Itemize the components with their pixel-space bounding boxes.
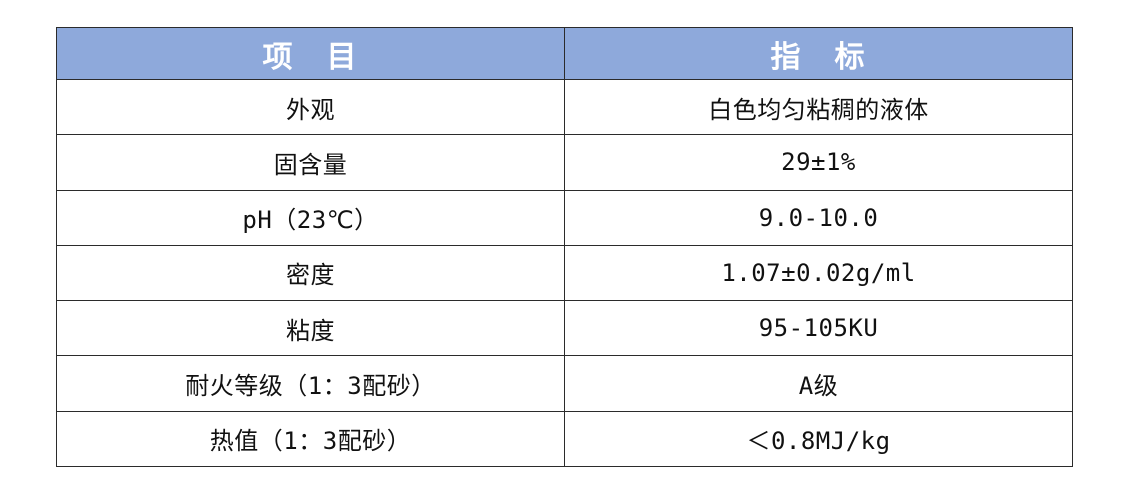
item-cell: 密度 (56, 244, 565, 302)
header-cell-item: 项 目 (56, 27, 565, 80)
table-row: 密度 1.07±0.02g/ml (56, 244, 1073, 302)
value-cell: 95-105KU (564, 300, 1073, 357)
value-cell: 白色均匀粘稠的液体 (564, 78, 1073, 136)
header-cell-indicator: 指 标 (564, 27, 1073, 80)
table-row: 热值（1：3配砂） ＜0.8MJ/kg (56, 410, 1073, 468)
table-row: 外观 白色均匀粘稠的液体 (56, 78, 1073, 136)
table-row: 固含量 29±1% (56, 134, 1073, 191)
table-row: pH（23℃） 9.0-10.0 (56, 189, 1073, 246)
item-cell: pH（23℃） (56, 189, 565, 246)
table-row: 耐火等级（1：3配砂） A级 (56, 355, 1073, 412)
value-cell: 29±1% (564, 134, 1073, 191)
item-cell: 外观 (56, 78, 565, 136)
value-cell: 9.0-10.0 (564, 189, 1073, 246)
item-cell: 热值（1：3配砂） (56, 410, 565, 468)
value-cell: 1.07±0.02g/ml (564, 244, 1073, 302)
item-cell: 粘度 (56, 300, 565, 357)
table-row: 粘度 95-105KU (56, 300, 1073, 357)
value-cell: A级 (564, 355, 1073, 412)
item-cell: 耐火等级（1：3配砂） (56, 355, 565, 412)
item-cell: 固含量 (56, 134, 565, 191)
value-cell: ＜0.8MJ/kg (564, 410, 1073, 468)
spec-table: 项 目 指 标 外观 白色均匀粘稠的液体 固含量 29±1% pH（23℃） 9… (56, 27, 1073, 468)
header-row: 项 目 指 标 (56, 27, 1073, 80)
